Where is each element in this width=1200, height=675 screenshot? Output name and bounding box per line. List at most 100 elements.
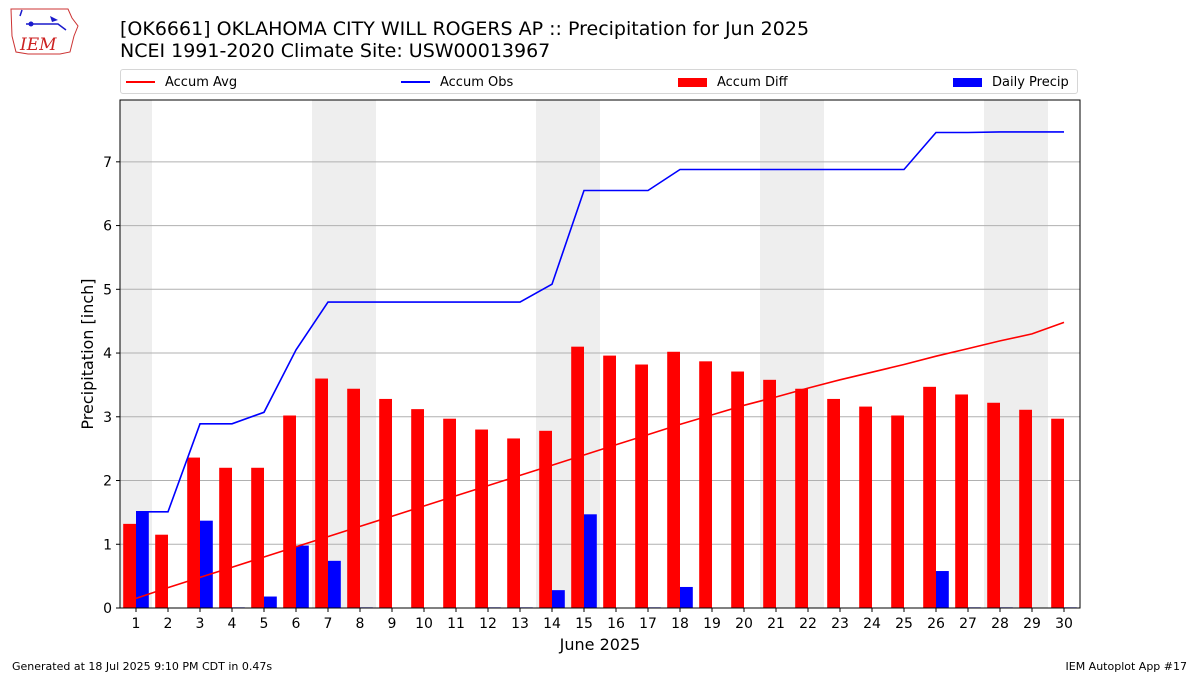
x-tick-label: 28 (991, 616, 1009, 632)
daily-precip-bar (264, 596, 277, 608)
legend-accum-avg: Accum Avg (126, 73, 237, 91)
accum-diff-bar (859, 406, 872, 608)
accum-diff-bar (603, 355, 616, 608)
accum-diff-bar (635, 364, 648, 608)
accum-diff-bar (475, 429, 488, 608)
y-tick-label: 7 (103, 155, 112, 171)
accum-diff-bar (1051, 418, 1064, 608)
accum-diff-bar (443, 418, 456, 608)
legend-line-swatch (126, 81, 155, 83)
daily-precip-bar (296, 545, 309, 608)
accum-diff-bar (539, 430, 552, 608)
x-tick-label: 18 (671, 616, 689, 632)
x-tick-label: 8 (356, 616, 365, 632)
chart-legend: Accum Avg Accum Obs Accum Diff Daily Pre… (120, 69, 1078, 94)
x-tick-label: 30 (1055, 616, 1073, 632)
daily-precip-bar (552, 590, 565, 608)
x-tick-label: 29 (1023, 616, 1041, 632)
y-tick-label: 2 (103, 474, 112, 490)
accum-diff-bar (507, 438, 520, 608)
logo-text: IEM (19, 35, 57, 55)
accum-diff-bar (315, 378, 328, 608)
legend-bar-swatch (953, 77, 982, 87)
x-tick-label: 1 (132, 616, 141, 632)
x-tick-label: 27 (959, 616, 977, 632)
app-credit: IEM Autoplot App #17 (1065, 660, 1188, 673)
accum-diff-bar (379, 398, 392, 608)
accum-diff-bar (251, 467, 264, 608)
accum-diff-bar (891, 415, 904, 608)
accum-diff-bar (123, 523, 136, 608)
iem-logo: IEM (10, 8, 79, 55)
chart-title: [OK6661] OKLAHOMA CITY WILL ROGERS AP ::… (120, 18, 810, 40)
x-tick-label: 2 (164, 616, 173, 632)
accum-diff-bar (667, 351, 680, 608)
x-tick-label: 20 (735, 616, 753, 632)
x-tick-label: 16 (607, 616, 625, 632)
daily-precip-bar (936, 571, 949, 608)
y-tick-label: 1 (103, 537, 112, 553)
accum-diff-bar (571, 346, 584, 608)
accum-diff-bar (699, 361, 712, 608)
x-tick-label: 15 (575, 616, 593, 632)
daily-precip-bar (200, 520, 213, 608)
legend-accum-obs: Accum Obs (401, 73, 513, 91)
x-tick-label: 11 (447, 616, 465, 632)
daily-precip-bar (680, 586, 693, 608)
x-tick-label: 3 (196, 616, 205, 632)
x-tick-label: 5 (260, 616, 269, 632)
x-tick-label: 25 (895, 616, 913, 632)
x-tick-label: 6 (292, 616, 301, 632)
accum-diff-bar (827, 398, 840, 608)
x-tick-label: 26 (927, 616, 945, 632)
chart-subtitle: NCEI 1991-2020 Climate Site: USW00013967 (120, 40, 551, 62)
y-tick-label: 6 (103, 219, 112, 235)
accum-diff-bar (347, 388, 360, 608)
x-tick-label: 24 (863, 616, 881, 632)
accum-diff-bar (731, 371, 744, 608)
x-tick-label: 22 (799, 616, 817, 632)
accum-diff-bar (795, 388, 808, 608)
accum-diff-bar (987, 402, 1000, 608)
legend-accum-diff: Accum Diff (678, 73, 788, 91)
accum-diff-bar (187, 457, 200, 608)
y-tick-label: 4 (103, 346, 112, 362)
y-axis-label: Precipitation [inch] (78, 278, 97, 429)
x-tick-label: 7 (324, 616, 333, 632)
accum-avg-line (135, 321, 1065, 600)
y-tick-label: 5 (103, 282, 112, 298)
accum-diff-bar (955, 394, 968, 608)
daily-precip-bar (328, 560, 341, 608)
daily-precip-bar (136, 511, 149, 608)
x-tick-label: 13 (511, 616, 529, 632)
x-tick-label: 12 (479, 616, 497, 632)
x-tick-label: 4 (228, 616, 237, 632)
legend-line-swatch (401, 81, 430, 83)
x-tick-label: 10 (415, 616, 433, 632)
x-tick-label: 19 (703, 616, 721, 632)
plot-frame (119, 99, 1081, 609)
accum-diff-bar (219, 467, 232, 608)
y-tick-label: 3 (103, 410, 112, 426)
y-tick-label: 0 (103, 601, 112, 617)
x-tick-label: 23 (831, 616, 849, 632)
generated-timestamp: Generated at 18 Jul 2025 9:10 PM CDT in … (12, 660, 273, 673)
legend-label: Daily Precip (992, 74, 1069, 90)
x-tick-label: 17 (639, 616, 657, 632)
accum-diff-bar (1019, 409, 1032, 608)
legend-label: Accum Obs (440, 74, 514, 90)
accum-diff-bar (923, 386, 936, 608)
x-axis-label: June 2025 (559, 635, 641, 654)
x-tick-label: 21 (767, 616, 785, 632)
x-tick-label: 14 (543, 616, 561, 632)
accum-obs-line (136, 131, 1064, 513)
daily-precip-bar (584, 514, 597, 608)
accum-diff-bar (763, 379, 776, 608)
legend-bar-swatch (678, 77, 707, 87)
accum-diff-bar (155, 534, 168, 608)
legend-label: Accum Diff (717, 74, 788, 90)
accum-diff-bar (283, 415, 296, 608)
x-tick-label: 9 (388, 616, 397, 632)
legend-daily-precip: Daily Precip (953, 73, 1069, 91)
